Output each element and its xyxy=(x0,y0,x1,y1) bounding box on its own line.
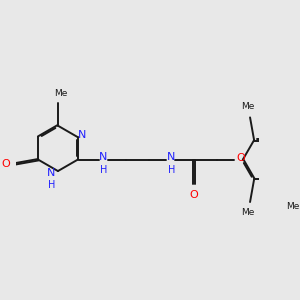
Text: Me: Me xyxy=(286,202,300,211)
Text: H: H xyxy=(168,165,175,175)
Text: N: N xyxy=(99,152,108,162)
Text: O: O xyxy=(190,190,199,200)
Text: Me: Me xyxy=(54,89,67,98)
Text: N: N xyxy=(77,130,86,140)
Text: O: O xyxy=(2,159,10,169)
Text: H: H xyxy=(48,180,55,190)
Text: Me: Me xyxy=(241,102,254,111)
Text: O: O xyxy=(236,153,245,163)
Text: Me: Me xyxy=(241,208,254,217)
Text: N: N xyxy=(167,152,176,162)
Text: N: N xyxy=(47,168,56,178)
Text: H: H xyxy=(100,165,107,175)
